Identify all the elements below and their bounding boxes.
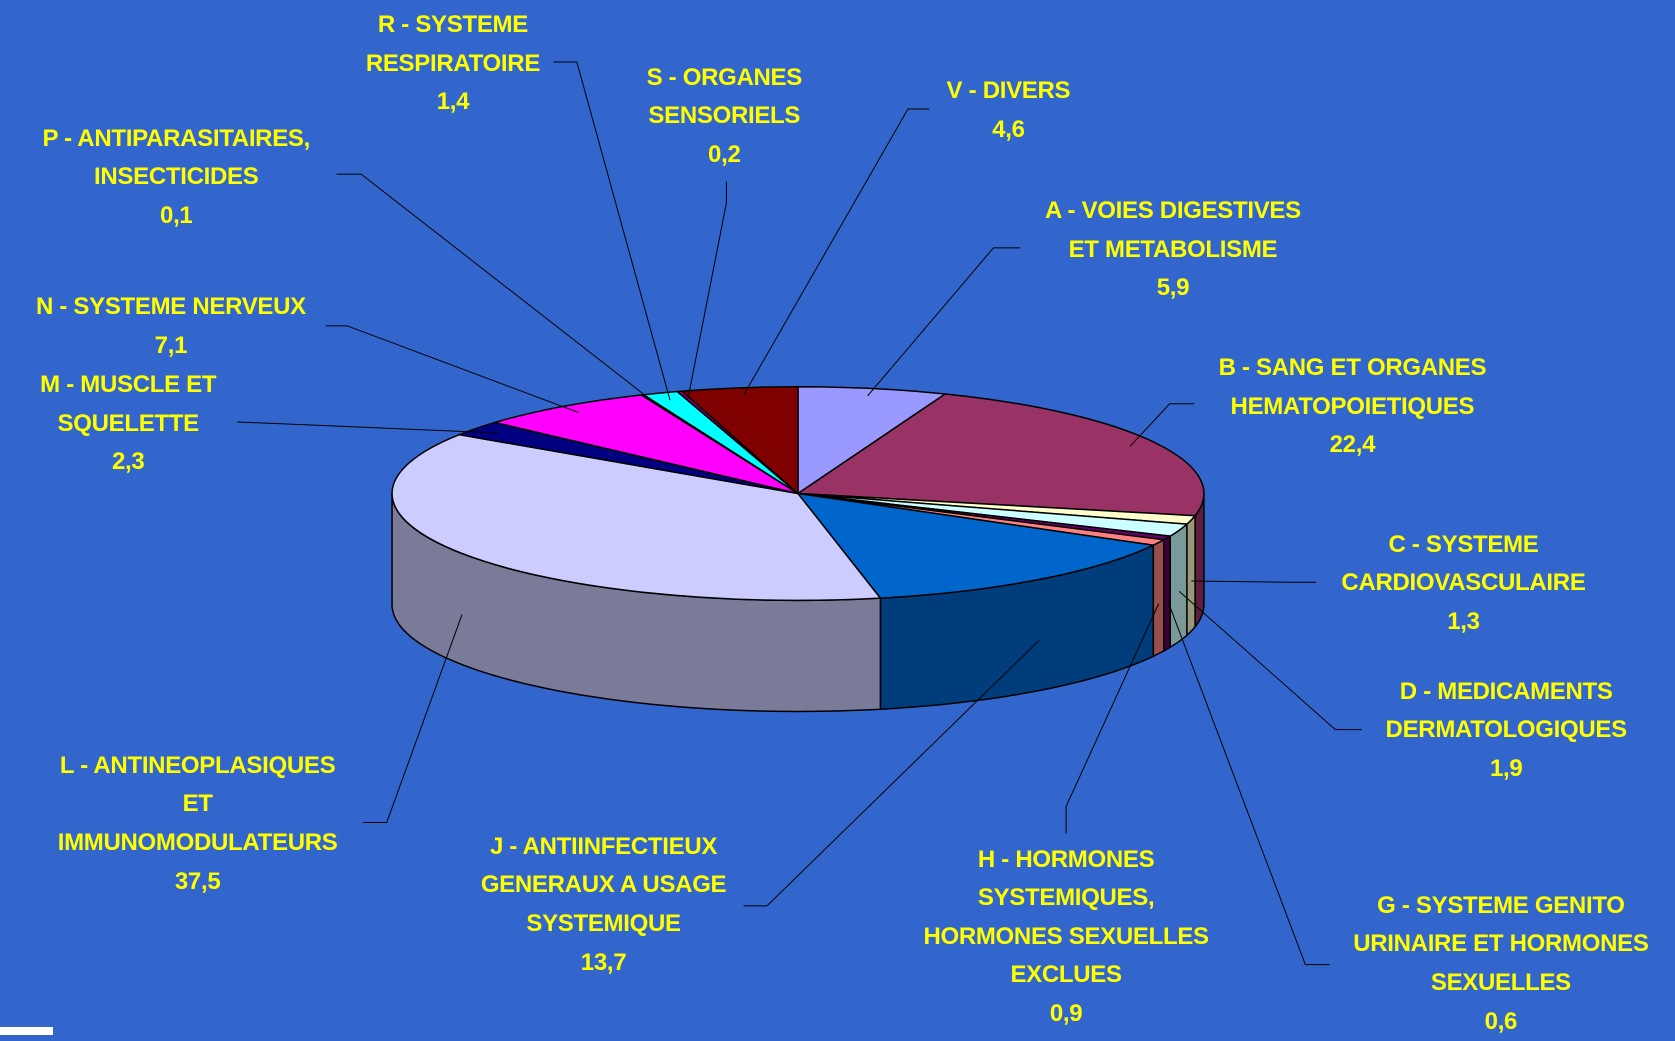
value-label: 2,3 — [111, 448, 145, 476]
slice-label: M - MUSCLE ET SQUELETTE — [40, 371, 217, 437]
leader-line — [743, 108, 930, 396]
leader-line — [325, 325, 579, 414]
value-label: 22,4 — [1329, 431, 1376, 459]
slice-label: G - SYSTEME GENITO URINAIRE ET HORMONES … — [1353, 891, 1649, 996]
leader-line — [336, 173, 654, 403]
leader-line — [1166, 598, 1330, 966]
slice-label: P - ANTIPARASITAIRES, INSECTICIDES — [42, 124, 311, 191]
value-label: 1,4 — [436, 88, 470, 116]
value-label: 4,6 — [992, 115, 1025, 143]
value-label: 0,9 — [1049, 999, 1083, 1027]
leader-line — [237, 421, 499, 434]
slice-side — [1152, 539, 1165, 658]
leader-lines — [237, 61, 1363, 966]
value-label: 0,2 — [708, 140, 741, 168]
slice-label: H - HORMONES SYSTEMIQUES, HORMONES SEXUE… — [923, 845, 1209, 989]
leader-line — [1178, 590, 1363, 731]
leader-line — [553, 61, 671, 401]
value-label: 1,3 — [1447, 607, 1480, 635]
value-label: 7,1 — [154, 332, 188, 360]
slice-label: J - ANTIINFECTIEUX GENERAUX A USAGE SYST… — [480, 832, 727, 937]
slice-side — [1163, 535, 1171, 652]
leader-line — [1191, 580, 1317, 583]
slice-label: L - ANTINEOPLASIQUES ET IMMUNOMODULATEUR… — [57, 751, 338, 856]
slice-label: R - SYSTEME RESPIRATOIRE — [365, 11, 541, 77]
slice-label: B - SANG ET ORGANES HEMATOPOIETIQUES — [1218, 354, 1487, 420]
leader-line — [1129, 403, 1195, 447]
value-label: 0,1 — [160, 201, 193, 229]
slice-side — [1186, 514, 1196, 637]
top-faces — [391, 385, 1205, 602]
slice-top — [797, 492, 1155, 599]
slice-label: D - MEDICAMENTS DERMATOLOGIQUES — [1385, 677, 1628, 744]
value-label: 0,6 — [1484, 1007, 1518, 1035]
value-label: 13,7 — [580, 948, 627, 976]
leader-line — [867, 247, 1021, 397]
corner-mark — [0, 1027, 53, 1035]
side-faces — [391, 492, 1205, 713]
leader-line — [363, 614, 463, 824]
slice-label: V - DIVERS — [946, 76, 1071, 104]
slice-label: A - VOIES DIGESTIVES ET METABOLISME — [1045, 197, 1301, 263]
leader-line — [687, 181, 727, 399]
value-label: 1,9 — [1489, 754, 1523, 782]
slice-top — [797, 385, 946, 495]
value-label: 37,5 — [174, 867, 221, 895]
leader-line — [743, 640, 1040, 907]
leader-line — [1065, 603, 1160, 834]
slice-label: S - ORGANES SENSORIELS — [646, 63, 803, 130]
slice-label: C - SYSTEME CARDIOVASCULAIRE — [1341, 530, 1586, 597]
slice-top — [681, 385, 799, 495]
value-label: 5,9 — [1156, 274, 1190, 302]
slice-top — [391, 433, 882, 602]
slice-label: N - SYSTEME NERVEUX — [35, 293, 306, 321]
slice-top — [797, 393, 1205, 517]
